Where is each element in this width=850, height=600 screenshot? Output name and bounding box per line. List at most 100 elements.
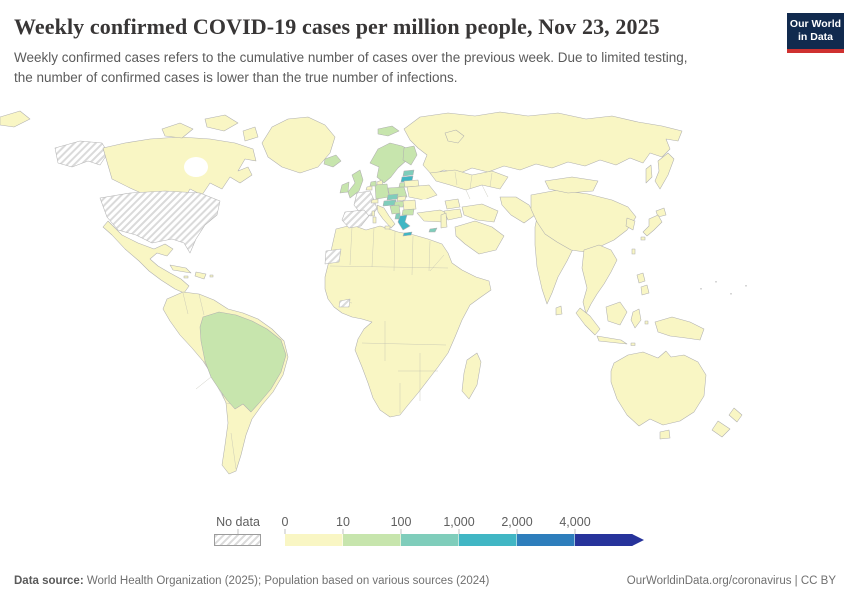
country-taiwan[interactable] (631, 248, 636, 255)
country-new-zealand-north[interactable] (728, 407, 743, 423)
country-russia-sakhalin[interactable] (645, 164, 653, 184)
country-germany[interactable] (374, 183, 390, 200)
country-mexico-central-america[interactable] (102, 220, 190, 294)
legend-tick-label: 100 (391, 515, 412, 529)
country-indonesia-sulawesi[interactable] (630, 308, 642, 329)
country-canada-arctic-3[interactable] (242, 126, 259, 142)
country-iraq-syria[interactable] (443, 208, 463, 221)
country-borders-decoration-africa (329, 226, 449, 413)
country-malaysia-borneo[interactable] (605, 301, 628, 326)
country-tasmania[interactable] (659, 429, 671, 440)
country-caucasus[interactable] (444, 198, 461, 210)
legend-bin-2[interactable] (401, 534, 459, 546)
country-greece-crete[interactable] (402, 231, 413, 237)
country-indonesia-java[interactable] (596, 335, 628, 345)
country-united-kingdom[interactable] (347, 169, 364, 199)
country-svalbard[interactable] (377, 125, 400, 137)
attribution-link[interactable]: OurWorldinData.org/coronavirus | CC BY (626, 575, 836, 587)
country-cyprus[interactable] (428, 227, 438, 233)
country-arabia[interactable] (454, 220, 505, 255)
country-italy[interactable] (376, 204, 396, 229)
country-ukraine[interactable] (406, 184, 438, 201)
country-indonesia-moluccas[interactable] (644, 320, 649, 325)
pacific-islands-specks (700, 281, 747, 295)
country-netherlands[interactable] (369, 180, 377, 187)
legend-bin-5[interactable] (575, 534, 633, 546)
country-korea[interactable] (625, 217, 636, 231)
country-hispaniola[interactable] (194, 271, 207, 280)
country-spain-portugal[interactable] (341, 209, 370, 229)
country-japan-kyushu[interactable] (640, 236, 646, 241)
country-slovakia[interactable] (396, 195, 407, 202)
country-romania[interactable] (402, 199, 417, 211)
country-united-states[interactable] (99, 190, 221, 254)
country-philippines-luzon[interactable] (636, 272, 646, 284)
legend-no-data-label: No data (216, 515, 260, 529)
legend-bin-3[interactable] (459, 534, 517, 546)
country-canada-arctic-1[interactable] (161, 122, 194, 139)
legend-tick-label: 2,000 (501, 515, 532, 529)
map-legend: No data 0 10 100 1,000 (211, 511, 691, 564)
country-mongolia[interactable] (544, 176, 599, 194)
country-jamaica[interactable] (183, 275, 189, 279)
legend-tick-label: 0 (282, 515, 289, 529)
country-kazakhstan-central-asia[interactable] (429, 169, 509, 191)
legend-no-data-swatch[interactable] (214, 534, 261, 546)
country-canada-arctic-2[interactable] (204, 114, 239, 132)
country-africa[interactable] (324, 224, 492, 418)
country-sri-lanka[interactable] (555, 305, 563, 316)
country-norway-sweden[interactable] (369, 142, 411, 184)
country-united-states-alaska[interactable] (54, 140, 109, 168)
country-afghanistan-pakistan[interactable] (499, 196, 536, 224)
legend-bin-1[interactable] (343, 534, 401, 546)
country-russia-novaya-zemlya[interactable] (444, 129, 465, 144)
country-cuba[interactable] (169, 264, 192, 274)
data-source-label: Data source: (14, 575, 84, 587)
country-sicily[interactable] (384, 225, 391, 230)
country-mainland-southeast-asia[interactable] (581, 244, 618, 315)
country-canada[interactable] (102, 136, 257, 202)
country-china[interactable] (530, 189, 637, 253)
country-new-guinea[interactable] (654, 316, 705, 341)
country-switzerland[interactable] (370, 198, 379, 204)
country-indonesia-lesser-sunda[interactable] (630, 342, 636, 346)
country-greenland[interactable] (261, 116, 336, 174)
country-greece[interactable] (397, 214, 411, 231)
country-guinea-bissau[interactable] (338, 298, 351, 308)
country-russia[interactable] (403, 111, 683, 176)
country-estonia[interactable] (402, 169, 415, 177)
country-australia[interactable] (610, 350, 707, 427)
country-russia-chukotka-fragment[interactable] (0, 110, 31, 128)
country-russia-kamchatka[interactable] (654, 152, 675, 190)
country-madagascar[interactable] (461, 352, 482, 400)
country-levant[interactable] (440, 212, 448, 229)
country-austria[interactable] (382, 199, 397, 207)
logo-line2: in Data (797, 31, 833, 43)
country-new-zealand-south[interactable] (711, 420, 731, 438)
legend-tick-label: 10 (336, 515, 350, 529)
country-western-sahara[interactable] (324, 248, 342, 265)
legend-bin-4[interactable] (517, 534, 575, 546)
country-finland[interactable] (402, 145, 418, 166)
country-czechia[interactable] (386, 193, 399, 201)
water-hudson-bay (184, 157, 208, 177)
chart-header: Weekly confirmed COVID-19 cases per mill… (0, 0, 824, 88)
country-ireland[interactable] (339, 181, 350, 194)
country-indonesia-sumatra[interactable] (575, 307, 601, 336)
country-iran[interactable] (461, 203, 499, 223)
country-japan-honshu[interactable] (642, 214, 663, 237)
legend-bin-0[interactable] (285, 534, 343, 546)
page-title: Weekly confirmed COVID-19 cases per mill… (14, 14, 660, 39)
country-iceland[interactable] (323, 154, 342, 168)
country-bulgaria[interactable] (401, 208, 415, 216)
country-sardinia[interactable] (372, 216, 377, 224)
world-map (0, 103, 850, 515)
country-brazil[interactable] (199, 311, 287, 413)
country-balkans[interactable] (389, 204, 401, 215)
data-source-note: Data source: World Health Organization (… (14, 575, 489, 587)
country-corsica[interactable] (371, 210, 375, 217)
country-belgium[interactable] (365, 185, 373, 191)
country-puerto-rico[interactable] (209, 274, 214, 278)
country-philippines-mindanao[interactable] (640, 284, 650, 296)
owid-logo[interactable]: Our World in Data (787, 13, 844, 53)
